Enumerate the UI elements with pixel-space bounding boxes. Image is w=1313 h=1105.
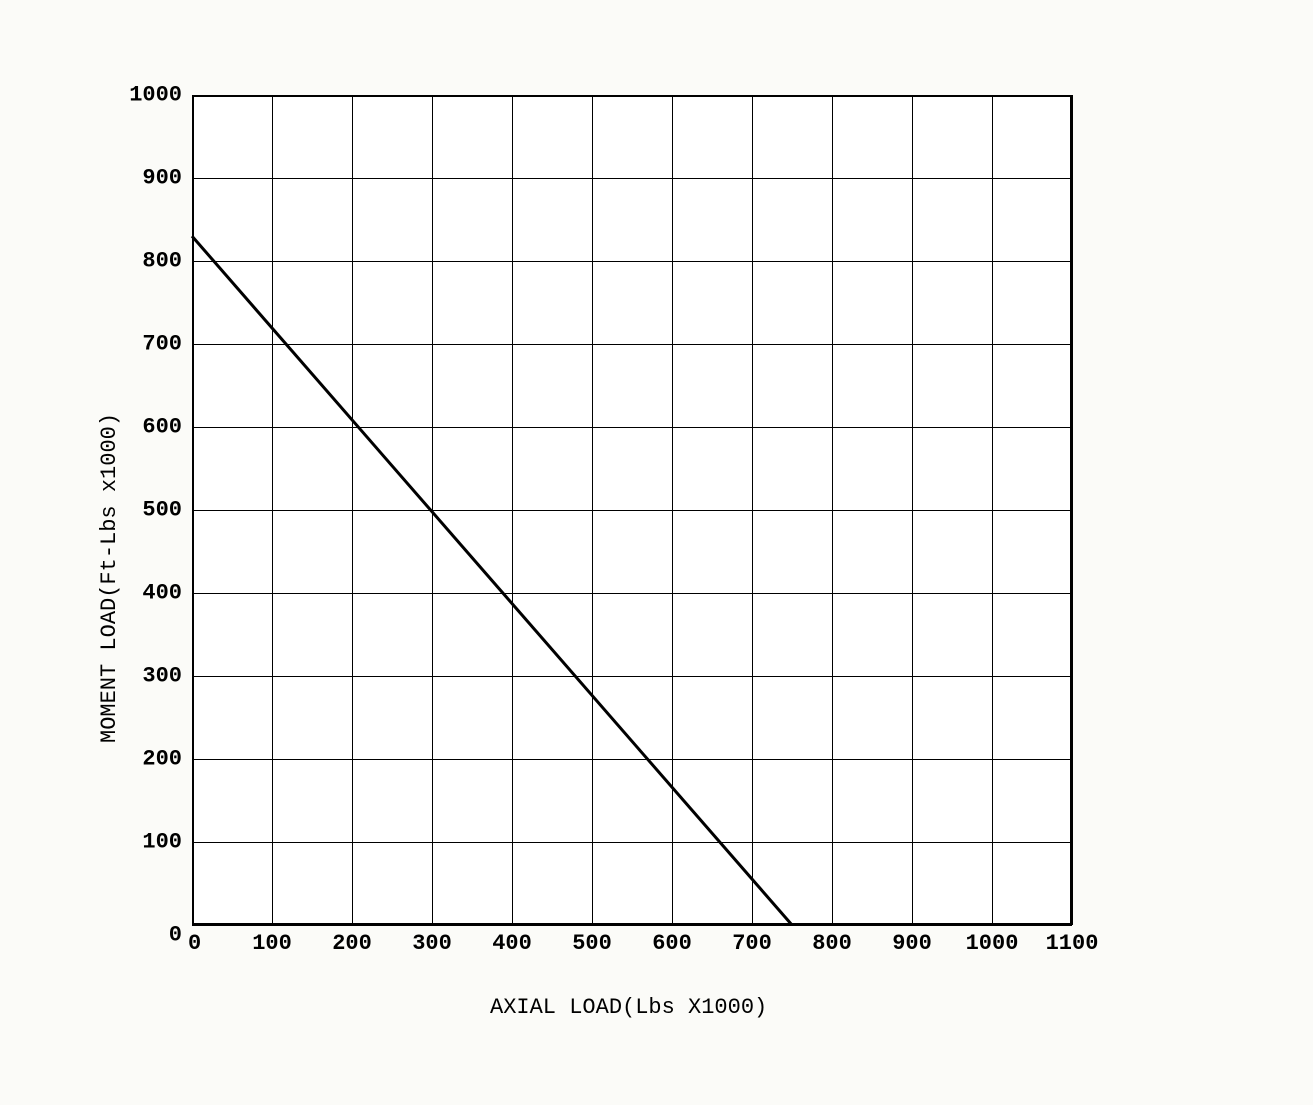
y-tick-label: 200	[142, 747, 182, 772]
y-tick-label: 100	[142, 830, 182, 855]
y-axis-title: MOMENT LOAD(Ft-Lbs x1000)	[97, 413, 122, 743]
x-tick-label: 1100	[1046, 931, 1099, 956]
grid-line-horizontal	[192, 676, 1072, 677]
x-tick-label: 900	[892, 931, 932, 956]
grid-line-horizontal	[192, 842, 1072, 843]
plot-border	[192, 95, 194, 925]
plot-border	[192, 95, 1072, 97]
y-tick-label: 500	[142, 498, 182, 523]
y-tick-label: 600	[142, 415, 182, 440]
y-tick-label: 400	[142, 581, 182, 606]
x-axis-title: AXIAL LOAD(Lbs X1000)	[490, 995, 767, 1020]
y-tick-label: 0	[169, 923, 182, 948]
y-tick-label: 1000	[129, 83, 182, 108]
plot-border	[192, 923, 1072, 925]
grid-line-horizontal	[192, 261, 1072, 262]
grid-line-horizontal	[192, 593, 1072, 594]
x-tick-label: 800	[812, 931, 852, 956]
x-tick-label: 200	[332, 931, 372, 956]
y-tick-label: 700	[142, 332, 182, 357]
plot-area	[192, 95, 1072, 925]
load-chart: MOMENT LOAD(Ft-Lbs x1000) AXIAL LOAD(Lbs…	[0, 0, 1313, 1105]
y-tick-label: 900	[142, 166, 182, 191]
grid-line-horizontal	[192, 759, 1072, 760]
x-tick-label: 300	[412, 931, 452, 956]
grid-line-horizontal	[192, 427, 1072, 428]
x-tick-label: 700	[732, 931, 772, 956]
x-tick-label: 400	[492, 931, 532, 956]
y-tick-label: 800	[142, 249, 182, 274]
x-tick-label: 0	[188, 931, 201, 956]
plot-border	[1070, 95, 1072, 925]
x-tick-label: 1000	[966, 931, 1019, 956]
x-tick-label: 600	[652, 931, 692, 956]
x-tick-label: 100	[252, 931, 292, 956]
load-capacity-line	[192, 236, 792, 925]
grid-line-horizontal	[192, 510, 1072, 511]
y-tick-label: 300	[142, 664, 182, 689]
x-tick-label: 500	[572, 931, 612, 956]
grid-line-horizontal	[192, 178, 1072, 179]
grid-line-horizontal	[192, 344, 1072, 345]
